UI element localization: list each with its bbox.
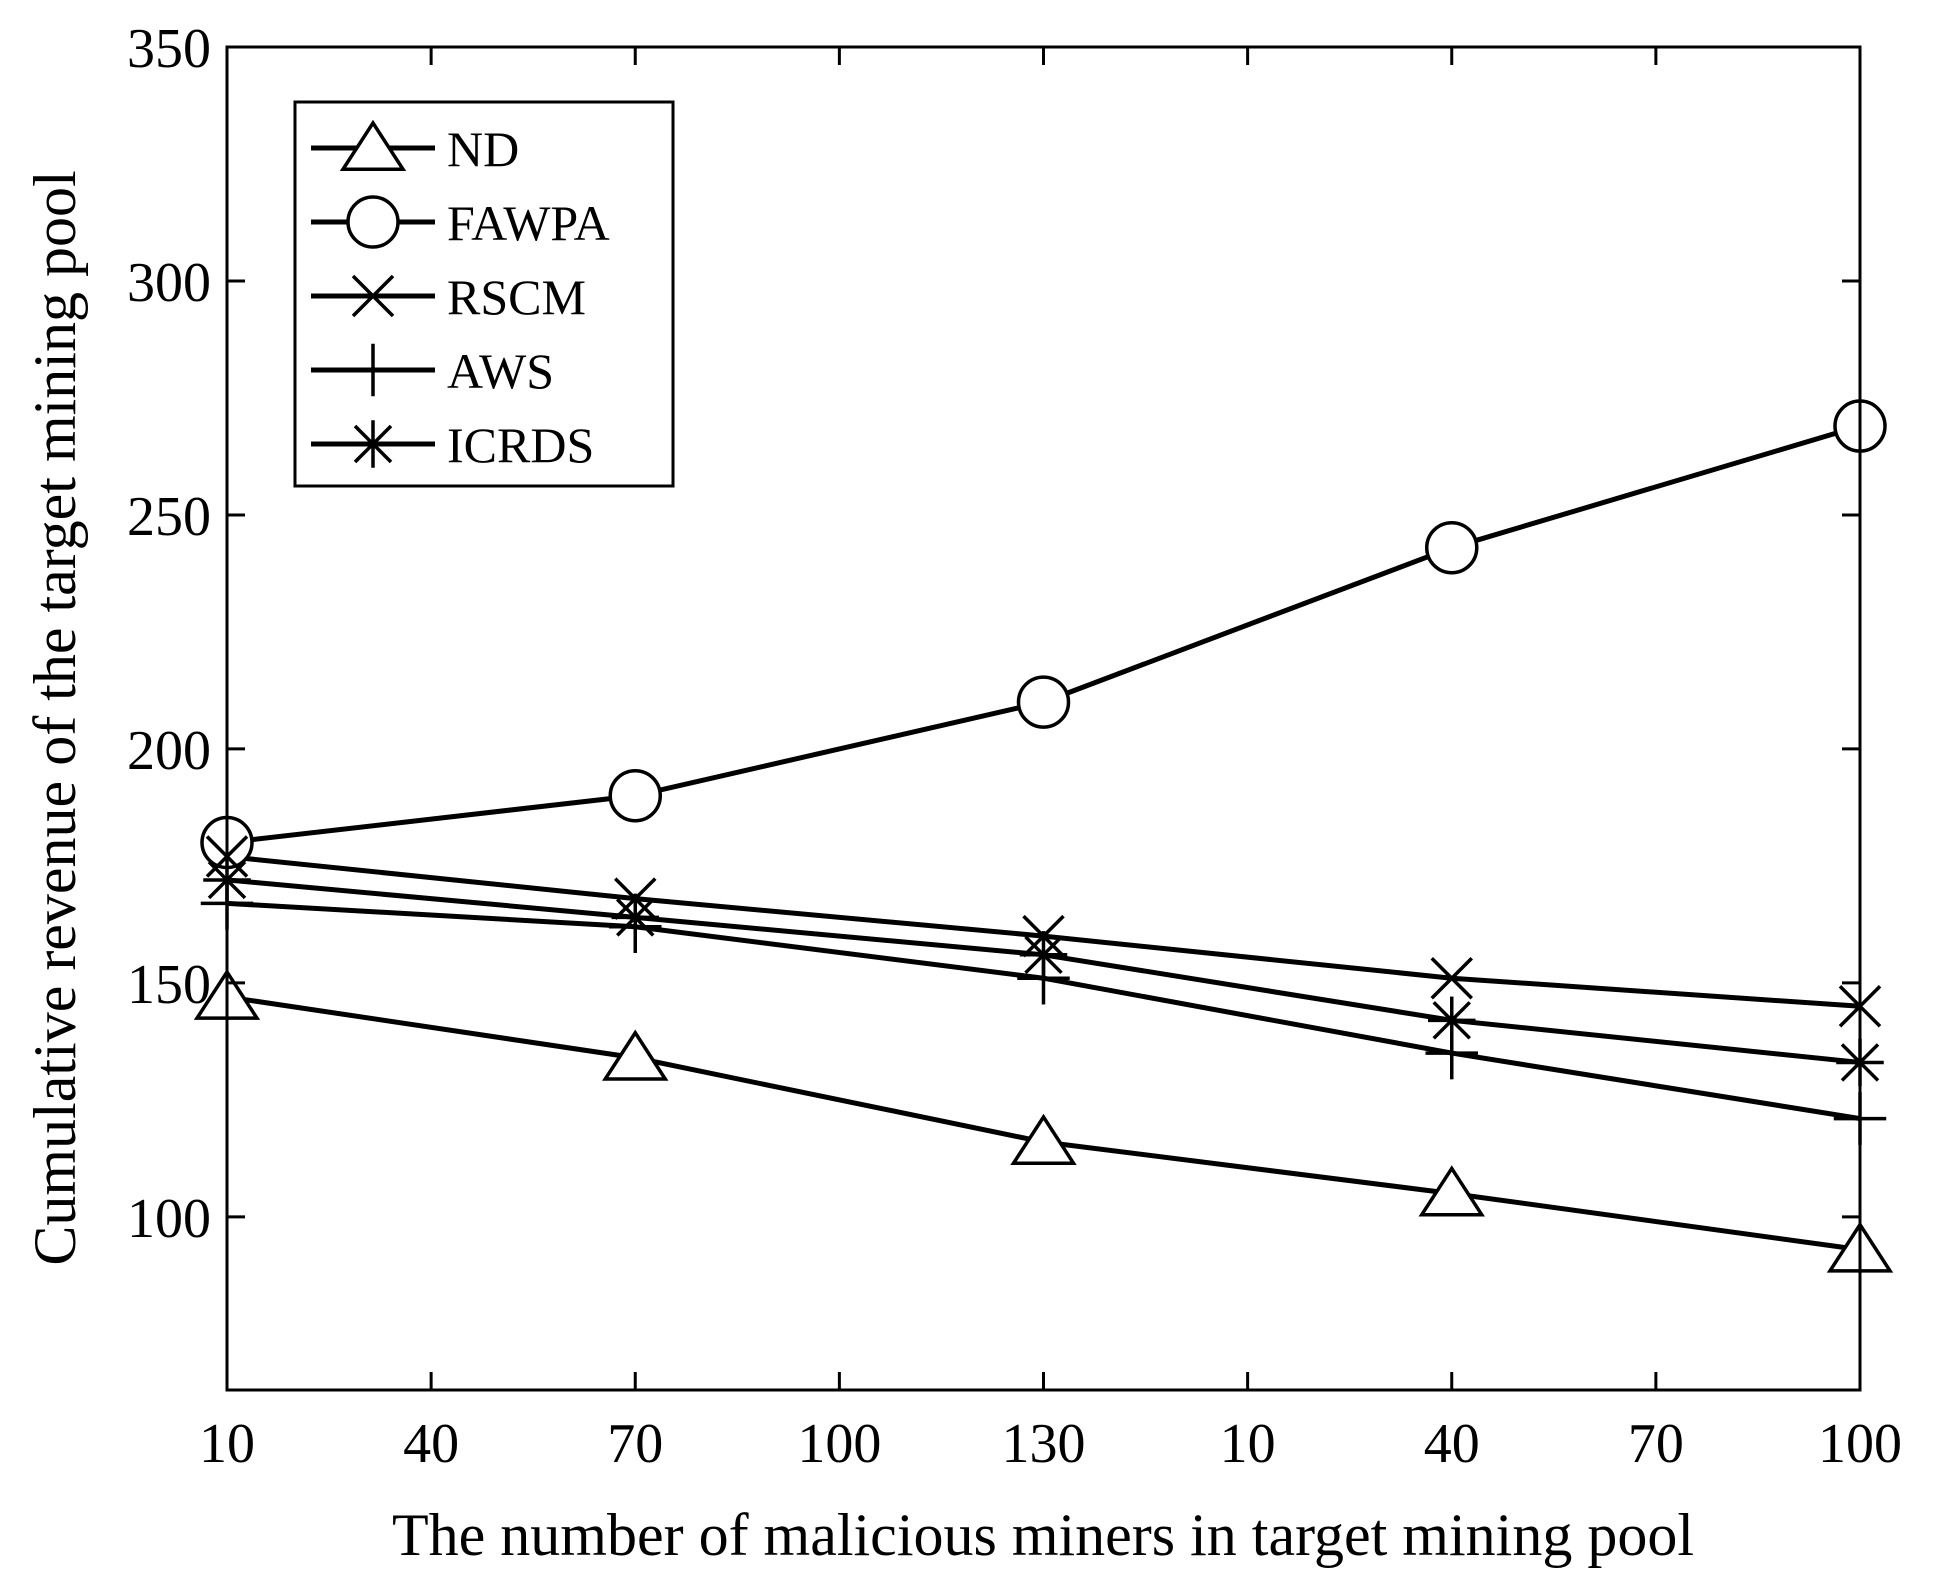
data-point-nd-shape xyxy=(602,1029,669,1081)
legend-label-nd: ND xyxy=(447,121,519,177)
data-point-nd xyxy=(1010,1113,1077,1165)
data-point-fawpa xyxy=(1016,675,1071,729)
data-point-icrds xyxy=(1019,931,1068,979)
data-point-rscm-stroke-b xyxy=(1430,956,1473,1000)
data-point-fawpa xyxy=(1425,520,1479,575)
x-tick-label: 40 xyxy=(1424,1413,1480,1475)
y-tick-label: 100 xyxy=(127,1188,211,1250)
legend-label-icrds: ICRDS xyxy=(447,417,594,473)
y-tick-label: 150 xyxy=(127,954,211,1016)
data-point-icrds-stroke-d2 xyxy=(616,898,655,937)
data-point-fawpa-shape xyxy=(608,768,662,823)
data-point-fawpa-shape xyxy=(1425,520,1479,575)
legend-marker-icrds-stroke-d2 xyxy=(353,424,393,464)
legend-label-aws: AWS xyxy=(447,343,554,399)
data-point-icrds xyxy=(1428,996,1476,1045)
data-point-nd-shape xyxy=(1010,1113,1077,1165)
x-axis-label: The number of malicious miners in target… xyxy=(392,1502,1694,1568)
x-tick-label: 100 xyxy=(1818,1413,1902,1475)
legend-marker-rscm xyxy=(351,274,395,318)
legend-label-rscm: RSCM xyxy=(447,269,586,325)
y-tick-label: 250 xyxy=(127,486,211,548)
y-tick-label: 200 xyxy=(127,720,211,782)
legend: ND FAWPA RSCM AWS ICRDS xyxy=(293,100,675,488)
legend-marker-fawpa xyxy=(346,195,400,249)
data-point-nd xyxy=(1418,1165,1485,1217)
data-point-icrds xyxy=(611,893,659,942)
legend-marker-rscm-stroke-b xyxy=(351,274,395,318)
x-tick-label: 10 xyxy=(199,1413,255,1475)
data-point-nd-shape xyxy=(1418,1165,1485,1217)
axis-ticks: 10 40 70 100 130 10 40 70 100 100 150 200 250 300 350 xyxy=(127,18,1902,1475)
legend-marker-icrds xyxy=(349,420,397,468)
x-tick-label: 70 xyxy=(1628,1413,1684,1475)
data-point-fawpa-shape xyxy=(1016,675,1071,729)
x-tick-label: 10 xyxy=(1220,1413,1276,1475)
data-point-icrds-stroke-d2 xyxy=(1024,935,1063,975)
legend-label-fawpa: FAWPA xyxy=(447,195,610,251)
legend-marker-fawpa-shape xyxy=(346,195,400,249)
data-point-fawpa xyxy=(608,768,662,823)
data-point-rscm xyxy=(1430,956,1473,1000)
x-tick-label: 40 xyxy=(403,1413,459,1475)
y-tick-label: 350 xyxy=(127,18,211,80)
x-tick-label: 130 xyxy=(1002,1413,1086,1475)
legend-marker-aws xyxy=(346,343,400,397)
data-point-nd xyxy=(602,1029,669,1081)
x-tick-label: 100 xyxy=(797,1413,881,1475)
y-axis-label: Cumulative revenue of the target mining … xyxy=(22,170,88,1265)
data-point-icrds-stroke-d2 xyxy=(1432,1001,1471,1040)
legend-marker-nd-shape xyxy=(339,119,407,171)
legend-marker-nd xyxy=(339,119,407,171)
y-tick-label: 300 xyxy=(127,252,211,314)
x-tick-label: 70 xyxy=(607,1413,663,1475)
